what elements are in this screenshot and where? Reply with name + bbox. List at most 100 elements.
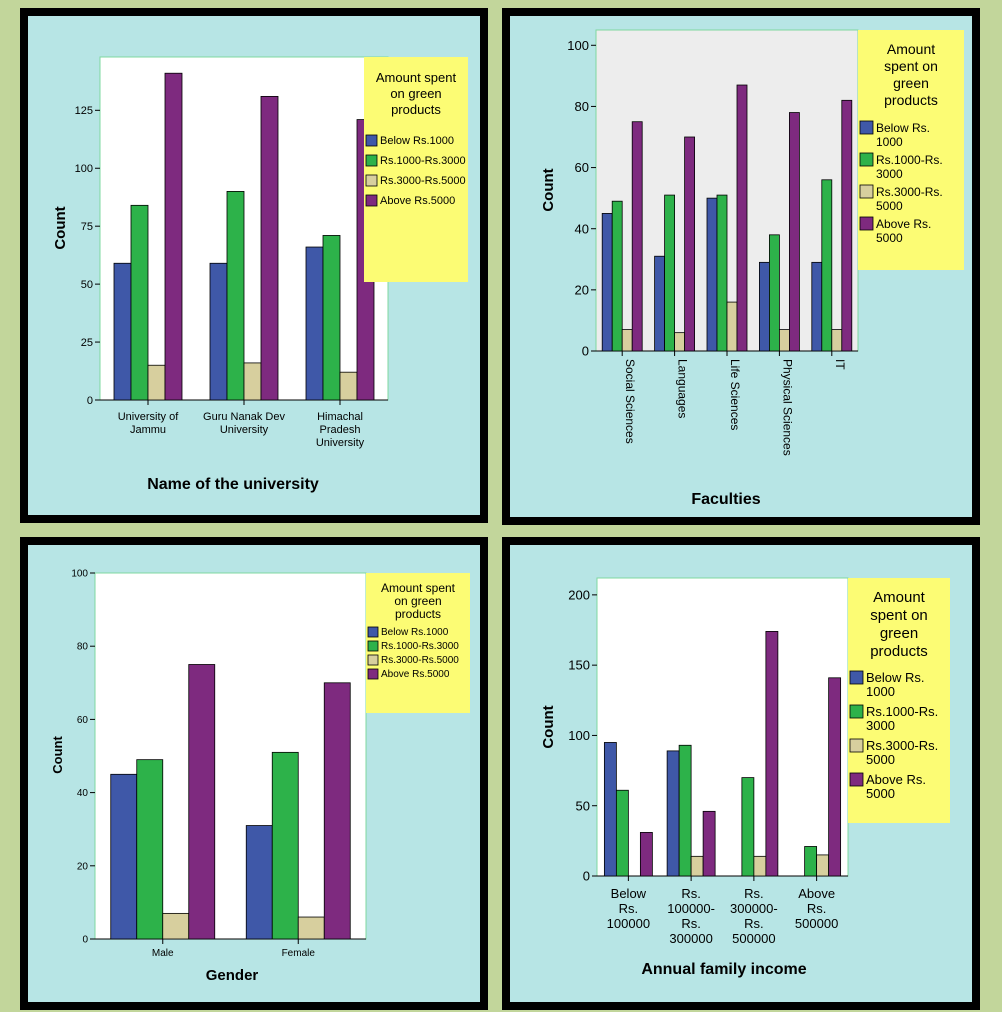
legend-swatch xyxy=(367,626,379,638)
legend-entry-label: Below Rs. xyxy=(876,121,930,135)
bar xyxy=(621,329,633,352)
y-axis-title: Count xyxy=(52,206,69,249)
x-tick-label: Jammu xyxy=(130,424,166,436)
y-axis-title: Count xyxy=(540,705,557,748)
bar xyxy=(297,916,325,940)
legend-swatch xyxy=(365,134,378,147)
bar xyxy=(654,255,665,352)
bar xyxy=(615,789,629,877)
x-tick-label: Himachal xyxy=(317,411,363,423)
legend-entry-label: Rs.1000-Rs. xyxy=(876,153,943,167)
bar xyxy=(110,773,138,940)
plot-area xyxy=(596,577,849,877)
x-tick-label: Rs. xyxy=(681,916,701,931)
legend-box xyxy=(848,578,950,823)
bar xyxy=(759,261,770,352)
x-tick-label: Guru Nanak Dev xyxy=(203,411,285,423)
legend-entry-label: 5000 xyxy=(876,199,903,213)
legend-title: Amount spent xyxy=(376,70,457,85)
y-axis-title: Count xyxy=(50,736,65,774)
legend-title: Amount xyxy=(887,41,935,57)
bar xyxy=(716,194,728,352)
y-tick-label: 40 xyxy=(77,788,89,799)
bar xyxy=(305,246,324,401)
bar xyxy=(779,329,790,352)
x-tick-label: 500000 xyxy=(732,931,775,946)
legend-title: on green xyxy=(390,86,441,101)
x-tick-label: 300000- xyxy=(730,901,778,916)
x-tick-label: Above xyxy=(798,886,835,901)
legend-entry-label: 5000 xyxy=(866,786,895,801)
bar xyxy=(260,95,279,401)
legend-title: on green xyxy=(394,594,441,608)
bar xyxy=(726,301,738,352)
bar xyxy=(147,364,166,401)
x-tick-label: 300000 xyxy=(669,931,712,946)
legend-entry-label: Below Rs.1000 xyxy=(381,627,449,638)
y-tick-label: 0 xyxy=(583,869,590,884)
bar xyxy=(678,744,692,877)
y-tick-label: 100 xyxy=(75,163,93,175)
y-tick-label: 50 xyxy=(576,798,590,813)
x-tick-label: Pradesh xyxy=(320,424,361,436)
bar xyxy=(601,213,613,352)
legend-swatch xyxy=(859,184,874,199)
y-tick-label: 100 xyxy=(568,728,590,743)
legend-entry-label: Rs.3000-Rs. xyxy=(866,738,938,753)
bar xyxy=(690,855,704,877)
bar xyxy=(136,759,164,940)
legend-swatch xyxy=(365,174,378,187)
legend-swatch xyxy=(849,772,864,787)
bar xyxy=(226,191,245,401)
bar xyxy=(631,121,643,352)
bar xyxy=(113,262,132,401)
bar xyxy=(162,912,190,940)
y-tick-label: 0 xyxy=(87,395,93,407)
legend-title: green xyxy=(893,75,929,91)
legend-swatch xyxy=(849,670,864,685)
legend-entry-label: Rs.3000-Rs.5000 xyxy=(380,175,466,187)
x-tick-label: Rs. xyxy=(807,901,827,916)
y-tick-label: 100 xyxy=(567,38,589,53)
x-tick-label: Languages xyxy=(676,359,690,418)
y-tick-label: 100 xyxy=(71,569,88,580)
legend-box xyxy=(364,57,468,282)
x-axis-title: Annual family income xyxy=(641,961,806,978)
bar xyxy=(209,262,228,401)
legend-title: products xyxy=(870,643,928,660)
x-tick-label: Male xyxy=(152,948,174,959)
bar xyxy=(639,832,653,877)
x-tick-label: University xyxy=(220,424,269,436)
legend-title: green xyxy=(880,625,918,642)
legend-title: products xyxy=(884,92,938,108)
bar xyxy=(188,664,216,940)
x-tick-label: IT xyxy=(833,359,847,370)
legend-swatch xyxy=(849,738,864,753)
y-tick-label: 20 xyxy=(575,282,589,297)
bar xyxy=(841,99,853,352)
bar xyxy=(804,846,818,877)
bar xyxy=(664,194,675,352)
x-tick-label: 500000 xyxy=(795,916,838,931)
y-axis-title: Count xyxy=(540,168,557,211)
y-tick-label: 25 xyxy=(81,337,93,349)
legend-swatch xyxy=(367,654,379,666)
x-tick-label: Social Sciences xyxy=(623,359,637,444)
legend-entry-label: 1000 xyxy=(876,135,903,149)
legend-entry-label: 5000 xyxy=(876,231,903,245)
legend-box xyxy=(858,30,964,270)
legend-title: products xyxy=(391,102,441,117)
legend-box xyxy=(366,573,470,713)
bar xyxy=(322,235,341,401)
y-tick-label: 125 xyxy=(75,105,93,117)
bar xyxy=(789,112,800,352)
x-axis-title: Faculties xyxy=(691,491,760,508)
y-tick-label: 80 xyxy=(77,642,89,653)
y-tick-label: 50 xyxy=(81,279,93,291)
x-tick-label: Rs. xyxy=(681,886,701,901)
